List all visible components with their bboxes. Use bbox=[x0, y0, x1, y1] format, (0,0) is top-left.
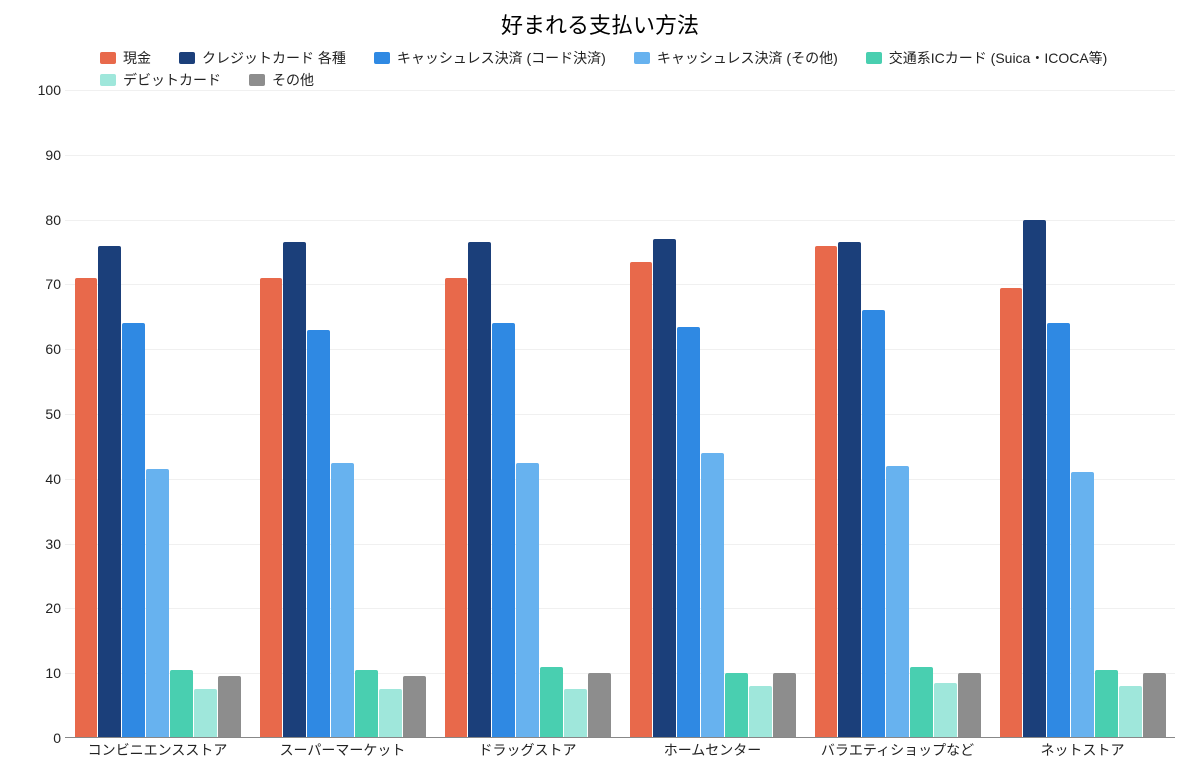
bar bbox=[1119, 686, 1142, 738]
bar bbox=[958, 673, 981, 738]
x-tick-label: ホームセンター bbox=[620, 740, 805, 760]
bar-group bbox=[65, 90, 250, 738]
legend-label: 交通系ICカード (Suica・ICOCA等) bbox=[889, 48, 1108, 68]
legend-swatch bbox=[100, 52, 116, 64]
y-tick-label: 70 bbox=[45, 276, 61, 292]
y-tick-label: 40 bbox=[45, 471, 61, 487]
y-tick-label: 90 bbox=[45, 147, 61, 163]
x-tick-label: ネットストア bbox=[990, 740, 1175, 760]
bar-group bbox=[250, 90, 435, 738]
bar bbox=[516, 463, 539, 738]
bar bbox=[194, 689, 217, 738]
legend-label: キャッシュレス決済 (その他) bbox=[657, 48, 838, 68]
bar bbox=[588, 673, 611, 738]
x-baseline bbox=[65, 737, 1175, 738]
bar bbox=[122, 323, 145, 738]
bar bbox=[838, 242, 861, 738]
bar bbox=[701, 453, 724, 738]
bar bbox=[1000, 288, 1023, 738]
legend-swatch bbox=[100, 74, 116, 86]
x-tick-label: スーパーマーケット bbox=[250, 740, 435, 760]
plot-area: 0102030405060708090100 コンビニエンスストアスーパーマーケ… bbox=[65, 90, 1175, 738]
bar bbox=[75, 278, 98, 738]
bar bbox=[653, 239, 676, 738]
bar bbox=[445, 278, 468, 738]
x-tick-label: バラエティショップなど bbox=[805, 740, 990, 760]
legend-item: デビットカード bbox=[100, 70, 221, 90]
bar bbox=[379, 689, 402, 738]
legend-swatch bbox=[866, 52, 882, 64]
bar-group bbox=[435, 90, 620, 738]
x-tick-label: ドラッグストア bbox=[435, 740, 620, 760]
bar bbox=[934, 683, 957, 738]
bar bbox=[331, 463, 354, 738]
legend-item: 現金 bbox=[100, 48, 151, 68]
bar bbox=[540, 667, 563, 738]
bar bbox=[307, 330, 330, 738]
y-tick-label: 0 bbox=[53, 730, 61, 746]
bar bbox=[403, 676, 426, 738]
chart-title: 好まれる支払い方法 bbox=[0, 0, 1200, 40]
legend-swatch bbox=[374, 52, 390, 64]
bar-group bbox=[805, 90, 990, 738]
legend-item: クレジットカード 各種 bbox=[179, 48, 346, 68]
bar bbox=[283, 242, 306, 738]
y-tick-label: 60 bbox=[45, 341, 61, 357]
bar-group bbox=[620, 90, 805, 738]
y-tick-label: 80 bbox=[45, 212, 61, 228]
bar bbox=[1095, 670, 1118, 738]
legend-item: 交通系ICカード (Suica・ICOCA等) bbox=[866, 48, 1108, 68]
bar bbox=[146, 469, 169, 738]
bar bbox=[1071, 472, 1094, 738]
bar bbox=[492, 323, 515, 738]
y-tick-label: 20 bbox=[45, 600, 61, 616]
bar bbox=[355, 670, 378, 738]
y-axis: 0102030405060708090100 bbox=[25, 90, 65, 738]
x-axis: コンビニエンスストアスーパーマーケットドラッグストアホームセンターバラエティショ… bbox=[65, 740, 1175, 760]
legend-swatch bbox=[249, 74, 265, 86]
x-tick-label: コンビニエンスストア bbox=[65, 740, 250, 760]
y-tick-label: 30 bbox=[45, 536, 61, 552]
bar bbox=[630, 262, 653, 738]
legend-label: クレジットカード 各種 bbox=[202, 48, 346, 68]
bar-group bbox=[990, 90, 1175, 738]
legend-item: キャッシュレス決済 (コード決済) bbox=[374, 48, 606, 68]
legend-label: デビットカード bbox=[123, 70, 221, 90]
bar bbox=[564, 689, 587, 738]
legend-item: その他 bbox=[249, 70, 314, 90]
y-tick-label: 10 bbox=[45, 665, 61, 681]
bar bbox=[749, 686, 772, 738]
bar-chart: 好まれる支払い方法 現金 クレジットカード 各種 キャッシュレス決済 (コード決済)… bbox=[0, 0, 1200, 773]
bar bbox=[1047, 323, 1070, 738]
legend-swatch bbox=[634, 52, 650, 64]
chart-legend: 現金 クレジットカード 各種 キャッシュレス決済 (コード決済) キャッシュレス決済 … bbox=[0, 40, 1200, 92]
bar bbox=[815, 246, 838, 738]
bar bbox=[468, 242, 491, 738]
bar bbox=[773, 673, 796, 738]
bar bbox=[910, 667, 933, 738]
bar-groups bbox=[65, 90, 1175, 738]
legend-label: キャッシュレス決済 (コード決済) bbox=[397, 48, 606, 68]
legend-swatch bbox=[179, 52, 195, 64]
bar bbox=[677, 327, 700, 738]
bar bbox=[862, 310, 885, 738]
bar bbox=[218, 676, 241, 738]
legend-label: その他 bbox=[272, 70, 314, 90]
legend-item: キャッシュレス決済 (その他) bbox=[634, 48, 838, 68]
bar bbox=[98, 246, 121, 738]
bar bbox=[725, 673, 748, 738]
bar bbox=[1023, 220, 1046, 738]
bar bbox=[886, 466, 909, 738]
legend-label: 現金 bbox=[123, 48, 151, 68]
bar bbox=[1143, 673, 1166, 738]
y-tick-label: 50 bbox=[45, 406, 61, 422]
bar bbox=[170, 670, 193, 738]
y-tick-label: 100 bbox=[38, 82, 61, 98]
bar bbox=[260, 278, 283, 738]
